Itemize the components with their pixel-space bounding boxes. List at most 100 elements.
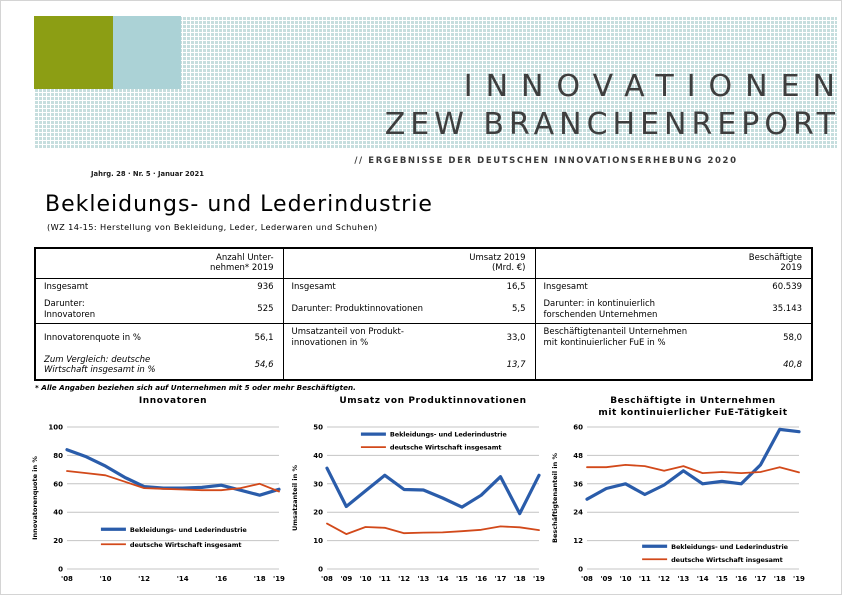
svg-text:36: 36	[573, 480, 583, 488]
c1-darunter-value: 525	[220, 296, 284, 325]
svg-text:60: 60	[573, 424, 583, 432]
masthead-subtitle: // ERGEBNISSE DER DEUTSCHEN INNOVATIONSE…	[354, 156, 738, 166]
svg-text:100: 100	[48, 424, 63, 432]
c1-quote-value: 56,1	[220, 323, 284, 352]
key-figures-table: Anzahl Unter- nehmen* 2019 Umsatz 2019 (…	[34, 247, 814, 381]
svg-text:Innovatorenquote in %: Innovatorenquote in %	[31, 456, 39, 540]
c3-vergleich-value: 40,8	[783, 359, 803, 370]
svg-text:'12: '12	[398, 575, 410, 583]
masthead-title-line2: ZEW BRANCHENREPORT	[384, 107, 840, 142]
c1-vergleich-value: 54,6	[220, 351, 284, 380]
chart-title: Innovatoren	[138, 396, 208, 406]
svg-text:'18: '18	[254, 575, 266, 583]
innovatoren-plot: 0 20 40 60 80 100 '08 '10 '12 '14 '16 '18 '19 Innovat…	[31, 424, 285, 584]
svg-text:60: 60	[53, 480, 63, 488]
c2-vergleich-label	[283, 352, 469, 380]
svg-text:'17: '17	[495, 575, 507, 583]
col1-header: Anzahl Unter- nehmen* 2019	[35, 248, 284, 279]
svg-text:24: 24	[573, 509, 583, 517]
table-row: Innovatorenquote in % 56,1 Umsatzanteil …	[35, 323, 812, 352]
svg-text:0: 0	[578, 566, 583, 574]
c1-insgesamt-value: 936	[220, 278, 284, 296]
svg-text:'11: '11	[379, 575, 391, 583]
col3-header: Beschäftigte 2019	[535, 248, 813, 279]
svg-text:Bekleidungs- und Lederindustri: Bekleidungs- und Lederindustrie	[390, 431, 507, 439]
masthead: INNOVATIONEN ZEW BRANCHENREPORT	[385, 69, 835, 145]
svg-text:30: 30	[313, 480, 323, 488]
svg-text:'09: '09	[340, 575, 352, 583]
svg-text:'19: '19	[533, 575, 545, 583]
brand-square-teal	[113, 16, 181, 89]
c3-darunter-value: 35.143	[740, 296, 813, 325]
brand-square-green	[34, 16, 113, 89]
svg-text:'16: '16	[475, 575, 487, 583]
c2-darunter-value: 5,5	[469, 296, 536, 325]
svg-text:'10: '10	[360, 575, 372, 583]
svg-text:'08: '08	[581, 575, 593, 583]
table-header-row: Anzahl Unter- nehmen* 2019 Umsatz 2019 (…	[35, 248, 813, 279]
svg-text:deutsche Wirtschaft insgesamt: deutsche Wirtschaft insgesamt	[130, 541, 241, 549]
chart-beschaeftigte-fue: Beschäftigte in Unternehmen mit kontinui…	[549, 393, 809, 594]
svg-text:50: 50	[313, 424, 323, 432]
chart-innovatoren: Innovatoren 0 20 40 60 80 100 '08 '10 '12 '14 '16 '…	[29, 393, 289, 594]
svg-text:deutsche Wirtschaft insgesamt: deutsche Wirtschaft insgesamt	[671, 556, 782, 564]
c2-insgesamt-value: 16,5	[469, 278, 536, 296]
svg-text:'19: '19	[273, 575, 285, 583]
chart-title: Umsatz von Produktinnovationen	[339, 396, 527, 406]
c1-quote-label: Innovatorenquote in %	[44, 332, 141, 343]
masthead-title-line1: INNOVATIONEN	[463, 69, 842, 104]
c2-anteil-value: 33,0	[469, 323, 536, 352]
svg-text:'16: '16	[735, 575, 747, 583]
page-title: Bekleidungs- und Lederindustrie	[45, 192, 433, 217]
svg-text:'13: '13	[417, 575, 429, 583]
svg-text:'14: '14	[697, 575, 709, 583]
c1-vergleich-label: Zum Vergleich: deutsche Wirtschaft insge…	[44, 354, 156, 376]
svg-text:'12: '12	[658, 575, 670, 583]
umsatz-plot: 0 10 20 30 40 50 '08 '09 '10 '11 '12 '13 '14 '15 '16 '1…	[291, 424, 545, 584]
table-row: Darunter: Innovatoren 525 Darunter: Prod…	[35, 296, 813, 325]
issue-line: Jahrg. 28 · Nr. 5 · Januar 2021	[91, 170, 204, 178]
c3-anteil-label: Beschäftigtenanteil Unternehmen mit kont…	[543, 327, 688, 348]
c3-anteil-value: 58,0	[783, 332, 803, 343]
page-subtitle: (WZ 14-15: Herstellung von Bekleidung, L…	[47, 222, 378, 232]
svg-text:Bekleidungs- und Lederindustri: Bekleidungs- und Lederindustrie	[130, 526, 247, 534]
svg-text:'10: '10	[620, 575, 632, 583]
svg-text:'08: '08	[61, 575, 73, 583]
svg-text:'15: '15	[456, 575, 468, 583]
svg-text:'18: '18	[514, 575, 526, 583]
c2-anteil-label: Umsatzanteil von Produkt- innovationen i…	[291, 327, 404, 348]
beschaeftigte-plot: 0 12 24 36 48 60 '08 '09 '10 '11 '12 '13 '14 '15 '16 '1…	[551, 424, 805, 584]
c1-darunter-label: Darunter: Innovatoren	[35, 296, 220, 325]
charts-row: Innovatoren 0 20 40 60 80 100'08'10'12'14'16 '…	[29, 393, 811, 594]
c3-vergleich-label	[535, 352, 740, 380]
c3-darunter-label: Darunter: in kontinuierlich forschenden …	[535, 296, 741, 325]
chart-umsatz-produktinnovationen: Umsatz von Produktinnovationen 0 10 20 30 40…	[289, 393, 549, 594]
c3-insgesamt-label: Insgesamt	[543, 281, 588, 292]
table-footnote: * Alle Angaben beziehen sich auf Unterne…	[35, 383, 356, 392]
svg-text:'08: '08	[321, 575, 333, 583]
c2-vergleich-value: 13,7	[469, 351, 536, 380]
svg-text:'13: '13	[677, 575, 689, 583]
svg-text:'10: '10	[100, 575, 112, 583]
svg-text:40: 40	[53, 509, 63, 517]
c2-darunter-label: Darunter: Produktinnovationen	[283, 296, 470, 325]
c1-insgesamt-label: Insgesamt	[44, 281, 89, 292]
svg-text:'09: '09	[600, 575, 612, 583]
svg-text:Beschäftigtenanteil in %: Beschäftigtenanteil in %	[551, 453, 559, 543]
svg-text:'18: '18	[774, 575, 786, 583]
svg-text:12: 12	[573, 537, 583, 545]
svg-text:'11: '11	[639, 575, 651, 583]
chart-title: Beschäftigte in Unternehmen mit kontinui…	[598, 396, 788, 418]
svg-text:80: 80	[53, 452, 63, 460]
svg-text:40: 40	[313, 452, 323, 460]
c3-insgesamt-value: 60.539	[772, 281, 803, 292]
svg-text:0: 0	[58, 566, 63, 574]
svg-text:'17: '17	[755, 575, 767, 583]
svg-text:48: 48	[573, 452, 583, 460]
svg-text:'12: '12	[138, 575, 150, 583]
col2-header: Umsatz 2019 (Mrd. €)	[283, 248, 536, 279]
svg-text:'14: '14	[177, 575, 189, 583]
svg-text:'16: '16	[215, 575, 227, 583]
svg-text:Umsatzanteil in %: Umsatzanteil in %	[291, 464, 299, 531]
svg-text:'19: '19	[793, 575, 805, 583]
